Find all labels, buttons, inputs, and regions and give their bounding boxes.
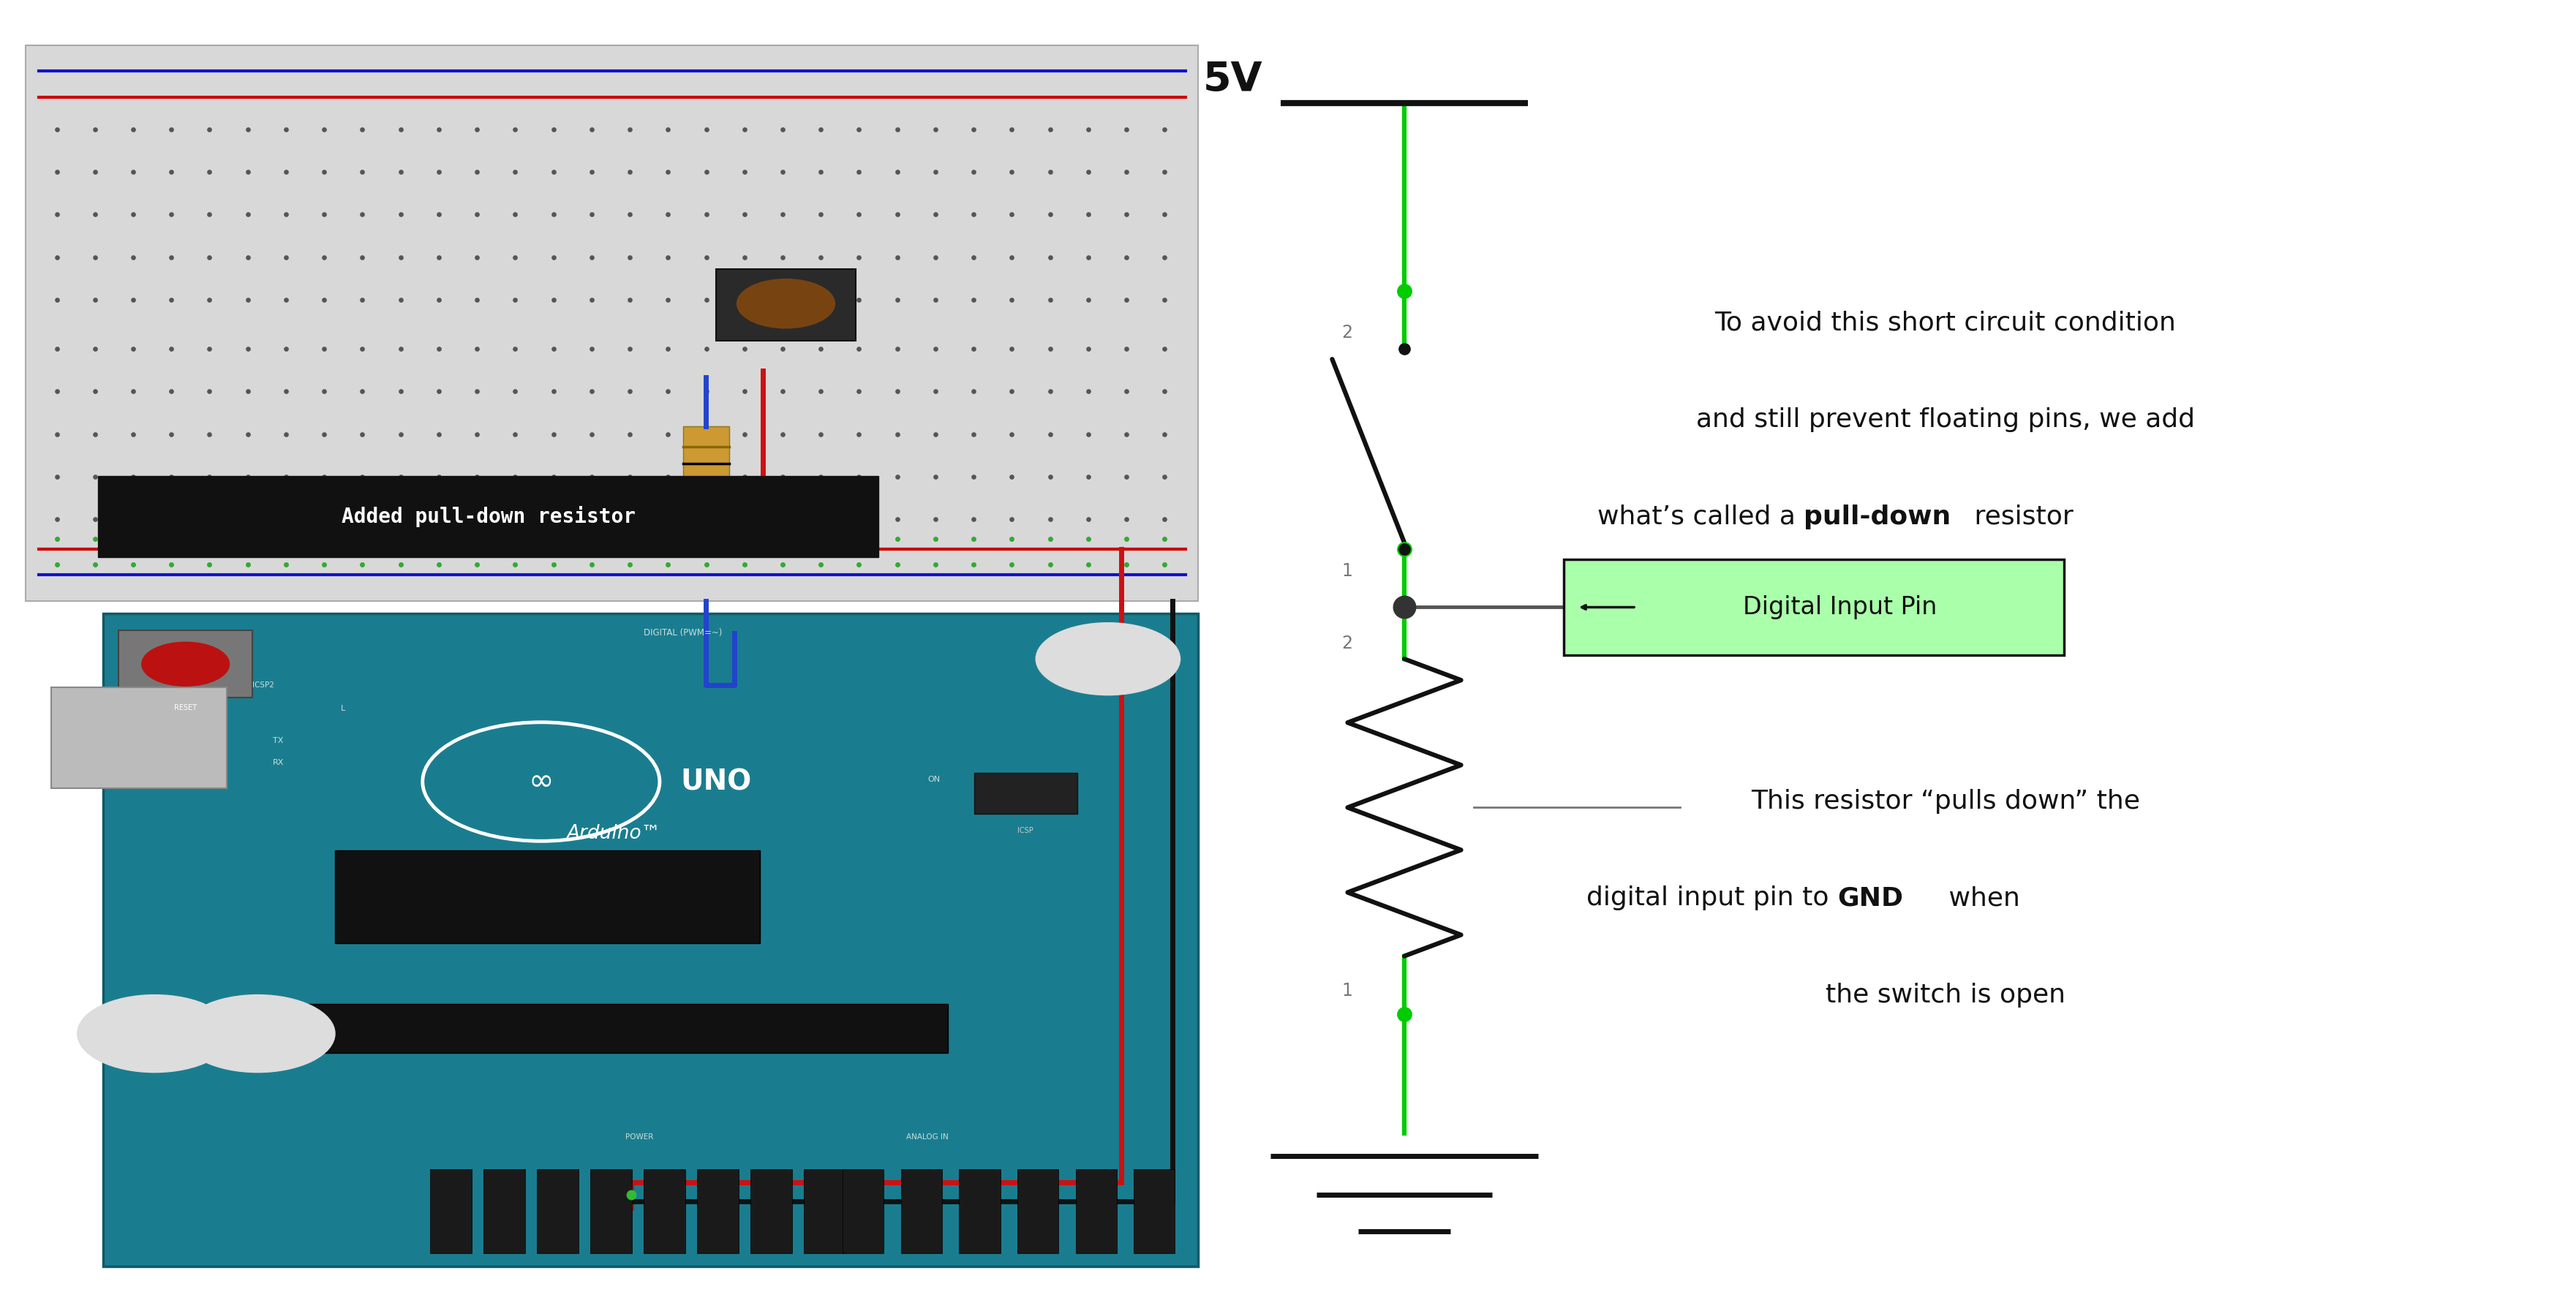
Circle shape: [737, 279, 835, 328]
Text: Added pull-down resistor: Added pull-down resistor: [340, 506, 636, 527]
FancyBboxPatch shape: [698, 1169, 739, 1253]
Text: POWER: POWER: [626, 1133, 652, 1141]
FancyBboxPatch shape: [958, 1169, 999, 1253]
FancyBboxPatch shape: [902, 1169, 943, 1253]
Text: digital input pin to: digital input pin to: [1587, 885, 1837, 911]
FancyBboxPatch shape: [590, 1169, 631, 1253]
Text: 1: 1: [1342, 562, 1352, 580]
Text: This resistor “pulls down” the: This resistor “pulls down” the: [1752, 788, 2138, 814]
Text: RESET: RESET: [175, 704, 196, 712]
FancyBboxPatch shape: [26, 45, 1198, 601]
FancyBboxPatch shape: [201, 1004, 948, 1053]
FancyBboxPatch shape: [118, 630, 252, 698]
FancyBboxPatch shape: [52, 687, 227, 788]
Text: when: when: [1940, 885, 2020, 911]
FancyBboxPatch shape: [484, 1169, 526, 1253]
FancyBboxPatch shape: [804, 1169, 845, 1253]
Text: and still prevent floating pins, we add: and still prevent floating pins, we add: [1695, 407, 2195, 433]
FancyBboxPatch shape: [103, 614, 1198, 1266]
FancyBboxPatch shape: [1564, 559, 2063, 655]
Text: 2: 2: [1342, 634, 1352, 652]
Circle shape: [77, 995, 232, 1072]
FancyBboxPatch shape: [683, 426, 729, 494]
Text: UNO: UNO: [680, 767, 752, 796]
Text: ∞: ∞: [528, 766, 554, 797]
Circle shape: [1036, 623, 1180, 695]
Text: 1: 1: [1342, 982, 1352, 1000]
FancyBboxPatch shape: [335, 850, 760, 943]
Text: Arduino™: Arduino™: [567, 824, 659, 842]
FancyBboxPatch shape: [644, 1169, 685, 1253]
Text: ANALOG IN: ANALOG IN: [907, 1133, 948, 1141]
Text: To avoid this short circuit condition: To avoid this short circuit condition: [1713, 310, 2177, 336]
FancyBboxPatch shape: [98, 477, 878, 558]
Text: RX: RX: [273, 758, 283, 766]
FancyBboxPatch shape: [1133, 1169, 1175, 1253]
FancyBboxPatch shape: [974, 773, 1077, 814]
FancyBboxPatch shape: [1018, 1169, 1059, 1253]
FancyBboxPatch shape: [536, 1169, 577, 1253]
Text: TX: TX: [273, 736, 283, 744]
Text: 5V: 5V: [1203, 59, 1262, 99]
FancyBboxPatch shape: [842, 1169, 884, 1253]
Text: ON: ON: [927, 775, 940, 783]
Text: 2: 2: [1342, 324, 1352, 341]
Text: the switch is open: the switch is open: [1824, 982, 2066, 1008]
Text: Digital Input Pin: Digital Input Pin: [1741, 596, 1937, 619]
Text: DIGITAL (PWM=~): DIGITAL (PWM=~): [644, 628, 721, 638]
Circle shape: [180, 995, 335, 1072]
Text: ICSP2: ICSP2: [252, 681, 273, 689]
FancyBboxPatch shape: [1074, 1169, 1115, 1253]
Text: pull-down: pull-down: [1803, 504, 1950, 530]
Circle shape: [142, 642, 229, 686]
FancyBboxPatch shape: [716, 269, 855, 341]
Text: L: L: [340, 704, 345, 712]
Text: resistor: resistor: [1965, 504, 2074, 530]
FancyBboxPatch shape: [430, 1169, 471, 1253]
Text: ICSP: ICSP: [1018, 827, 1033, 835]
FancyBboxPatch shape: [750, 1169, 791, 1253]
Text: GND: GND: [1837, 885, 1904, 911]
Text: what’s called a: what’s called a: [1597, 504, 1803, 530]
